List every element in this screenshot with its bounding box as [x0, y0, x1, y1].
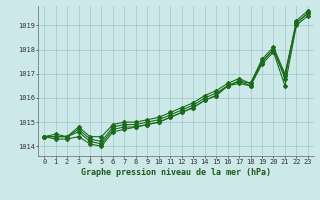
X-axis label: Graphe pression niveau de la mer (hPa): Graphe pression niveau de la mer (hPa) — [81, 168, 271, 177]
